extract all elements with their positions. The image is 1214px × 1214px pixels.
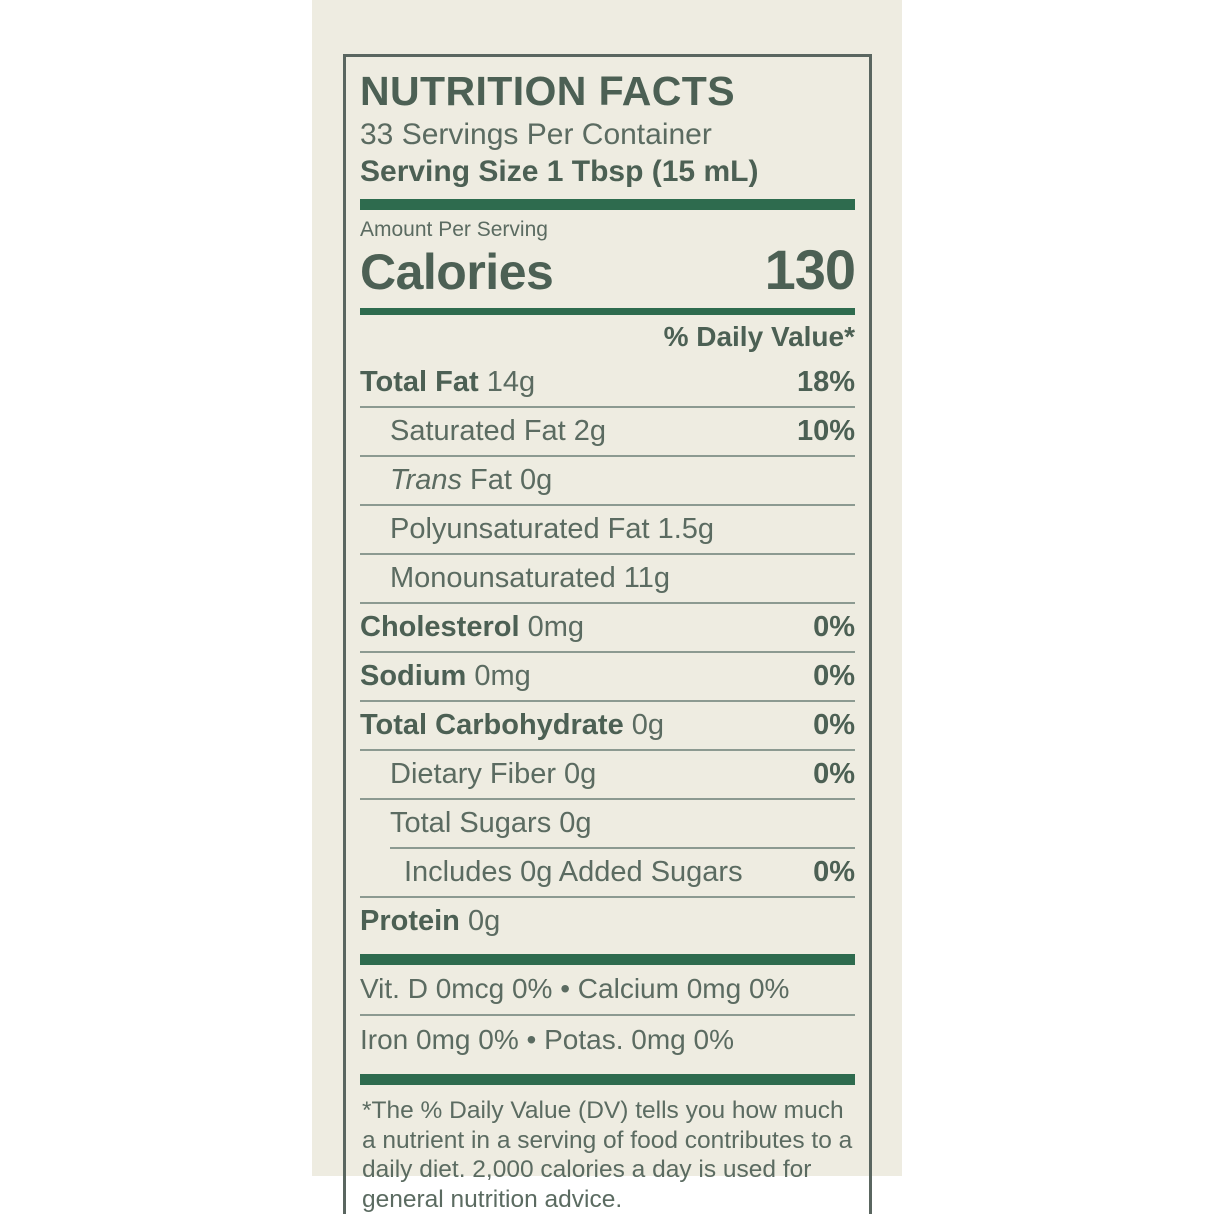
nutrient-row: Dietary Fiber 0g 0%	[360, 751, 855, 798]
nutrient-list: Total Fat 14g 18% Saturated Fat 2g 10% Trans…	[360, 359, 855, 945]
nutrient-row: Total Carbohydrate 0g 0%	[360, 702, 855, 749]
nutrient-daily-value: 0%	[813, 660, 855, 693]
nutrient-daily-value: 0%	[813, 611, 855, 644]
nutrient-name: Includes 0g Added Sugars	[404, 856, 743, 889]
row-divider	[360, 602, 855, 605]
nutrition-facts-panel: NUTRITION FACTS 33 Servings Per Containe…	[343, 54, 872, 1214]
nutrient-name: Total Fat 14g	[360, 366, 536, 399]
row-divider	[360, 553, 855, 556]
calories-label: Calories	[360, 243, 554, 300]
row-divider	[360, 749, 855, 752]
nutrient-name: Saturated Fat 2g	[390, 415, 607, 448]
nutrient-name: Total Carbohydrate 0g	[360, 709, 665, 742]
divider-thick-footnote	[360, 1074, 855, 1086]
nutrient-row: Monounsaturated 11g	[360, 555, 855, 602]
label-paper-background	[312, 0, 902, 1176]
servings-per-container: 33 Servings Per Container	[360, 117, 712, 151]
nutrient-name: Protein 0g	[360, 905, 501, 938]
nutrient-name: Sodium 0mg	[360, 660, 531, 693]
row-divider	[360, 700, 855, 703]
nutrient-row: Total Fat 14g 18%	[360, 359, 855, 406]
nutrient-name: Cholesterol 0mg	[360, 611, 585, 644]
nutrient-daily-value: 0%	[813, 709, 855, 742]
nutrient-daily-value: 0%	[813, 758, 855, 791]
nutrient-row: Polyunsaturated Fat 1.5g	[360, 506, 855, 553]
page-title: NUTRITION FACTS	[360, 68, 735, 114]
calories-row: Calories 130	[360, 237, 856, 302]
serving-size: Serving Size 1 Tbsp (15 mL)	[360, 155, 759, 189]
nutrient-daily-value: 10%	[796, 415, 855, 448]
divider-thick-vitamins	[360, 954, 855, 966]
amount-per-serving-label: Amount Per Serving	[360, 217, 548, 241]
daily-value-header: % Daily Value*	[663, 320, 855, 352]
nutrient-row: Protein 0g	[360, 898, 855, 945]
nutrient-daily-value: 0%	[813, 856, 855, 889]
row-divider	[390, 847, 855, 850]
nutrient-daily-value: 18%	[796, 366, 855, 399]
nutrient-row: Sodium 0mg 0%	[360, 653, 855, 700]
nutrient-row: Total Sugars 0g	[360, 800, 855, 847]
vitamin-row: Iron 0mg 0% • Potas. 0mg 0%	[360, 1024, 734, 1056]
divider-thick-top	[360, 198, 855, 210]
vitamin-row: Vit. D 0mcg 0% • Calcium 0mg 0%	[360, 973, 790, 1005]
calories-value: 130	[764, 237, 856, 301]
row-divider	[360, 455, 855, 458]
nutrient-row: Saturated Fat 2g 10%	[360, 408, 855, 455]
row-divider	[360, 896, 855, 899]
nutrient-name: Total Sugars 0g	[390, 807, 592, 840]
nutrient-row: Trans Fat 0g	[360, 457, 855, 504]
row-divider	[360, 406, 855, 409]
nutrient-name: Trans Fat 0g	[390, 464, 553, 497]
vitamin-list: Vit. D 0mcg 0% • Calcium 0mg 0% Iron 0mg …	[360, 965, 855, 1065]
nutrient-name: Dietary Fiber 0g	[390, 758, 597, 791]
row-divider	[360, 504, 855, 507]
row-divider	[360, 651, 855, 654]
divider-medium-calories	[360, 307, 855, 315]
nutrient-name: Monounsaturated 11g	[390, 562, 671, 595]
nutrient-row: Includes 0g Added Sugars 0%	[360, 849, 855, 896]
nutrient-name: Polyunsaturated Fat 1.5g	[390, 513, 715, 546]
daily-value-footnote: *The % Daily Value (DV) tells you how mu…	[362, 1097, 853, 1213]
row-divider	[360, 798, 855, 801]
nutrient-row: Cholesterol 0mg 0%	[360, 604, 855, 651]
row-divider	[360, 1014, 855, 1017]
